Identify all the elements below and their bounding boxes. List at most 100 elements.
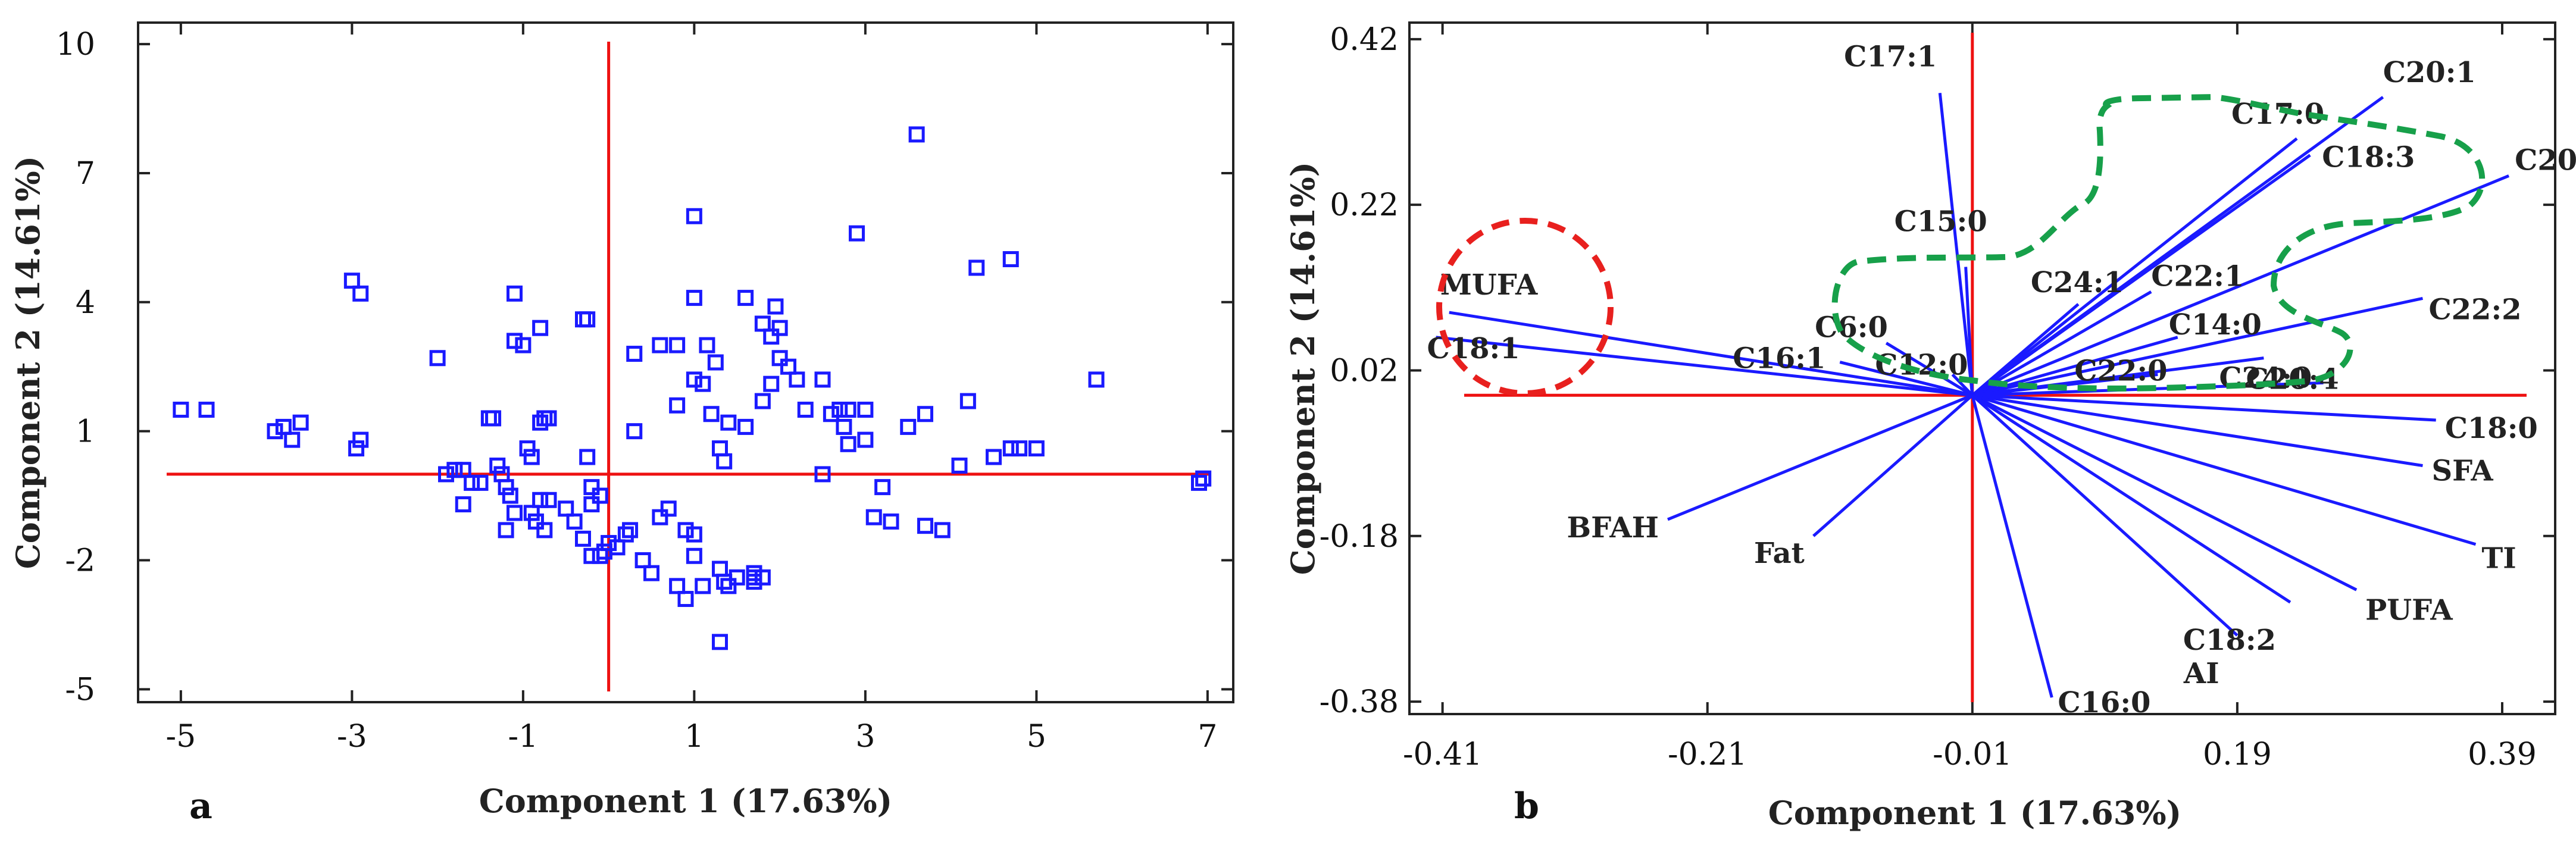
scatter-point <box>677 522 694 539</box>
scatter-point <box>583 547 600 564</box>
scatter-point <box>763 328 780 345</box>
scatter-point <box>579 311 596 328</box>
scatter-point <box>669 337 686 353</box>
vector-label: C17:1 <box>1844 40 1937 73</box>
vector-label: Fat <box>1754 537 1805 570</box>
scatter-point <box>865 509 882 525</box>
scatter-point <box>455 496 471 513</box>
vector-label: C22:1 <box>2151 259 2244 293</box>
scatter-point <box>540 492 557 508</box>
scatter-point <box>968 259 985 276</box>
loading-vector <box>1436 336 1973 397</box>
scatter-point <box>498 479 514 496</box>
scatter-point <box>617 526 634 543</box>
scatter-point <box>652 337 668 353</box>
scatter-point <box>579 449 596 465</box>
scatter-point <box>472 474 489 491</box>
scatter-point <box>1195 470 1212 487</box>
loading-vector <box>1971 393 2358 591</box>
x-tick-label-b: -0.21 <box>1668 737 1747 772</box>
scatter-point <box>267 423 283 440</box>
loading-vector <box>1971 395 2053 698</box>
scatter-point <box>707 354 724 371</box>
scatter-point <box>527 513 544 530</box>
scatter-point <box>634 552 651 568</box>
vector-label: MUFA <box>1440 268 1538 302</box>
y-tick-label-b: 0.02 <box>1330 353 1399 389</box>
loading-vector <box>1885 342 1974 397</box>
scatter-point <box>429 350 446 367</box>
y-tick-label-b: 0.22 <box>1330 187 1399 223</box>
vector-label: C18:1 <box>1427 332 1520 365</box>
x-axis-title-a: Component 1 (17.63%) <box>479 782 892 820</box>
scatter-point <box>601 535 617 552</box>
vector-label: C18:0 <box>2445 412 2538 445</box>
loading-vector <box>1971 154 2311 397</box>
plot-frame-a <box>137 21 1234 703</box>
x-axis-title-b: Component 1 (17.63%) <box>1768 794 2181 832</box>
scatter-point <box>959 393 976 409</box>
x-tick-label-b: -0.01 <box>1933 737 2012 772</box>
scatter-point <box>669 578 686 594</box>
scatter-point <box>849 225 865 242</box>
plot-frame-b <box>1408 21 2556 715</box>
vector-label: PUFA <box>2365 593 2453 627</box>
x-tick-labels-b: -0.41 -0.21 -0.01 0.19 0.39 <box>1403 737 2537 772</box>
loading-vector <box>1971 137 2298 397</box>
vector-label: C16:1 <box>1733 342 1825 375</box>
scatter-point <box>275 418 292 435</box>
tick-marks-b <box>1409 23 2555 714</box>
x-tick-labels-a: -5 -3 -1 1 3 5 7 <box>166 719 1218 755</box>
loading-vector <box>1938 93 1974 396</box>
loading-vector <box>1971 394 2291 604</box>
scatter-point <box>489 457 506 474</box>
scatter-point <box>737 418 754 435</box>
scatter-point <box>951 457 968 474</box>
scatter-point <box>677 591 694 608</box>
scatter-point <box>986 449 1002 465</box>
scatter-point <box>523 505 540 521</box>
scatter-point <box>523 449 540 465</box>
scatter-point <box>583 479 600 496</box>
scatter-point <box>609 539 626 556</box>
scatter-point <box>831 402 848 418</box>
vector-label: C17:0 <box>2231 98 2324 131</box>
scatter-point <box>566 513 583 530</box>
scatter-point <box>540 410 557 427</box>
scatter-point <box>438 466 454 483</box>
scatter-point <box>754 315 771 332</box>
scatter-point <box>771 320 788 336</box>
scatter-point <box>686 547 702 564</box>
loading-vector <box>1964 267 1974 396</box>
scatter-point <box>502 487 518 504</box>
scatter-point <box>754 569 771 586</box>
scatter-point <box>712 440 728 457</box>
scatter-point <box>622 522 639 539</box>
loading-vector <box>1971 394 2239 637</box>
scatter-point <box>575 311 591 328</box>
scatter-point <box>558 500 574 517</box>
loading-vector <box>1971 290 2152 397</box>
scatter-point <box>712 561 728 577</box>
scatter-point <box>836 418 852 435</box>
scatter-point <box>1011 440 1028 457</box>
scatter-point <box>507 285 523 302</box>
scatter-point <box>284 431 301 448</box>
scatter-panel-a: -5 -3 -1 1 3 5 7 -5 -2 1 4 7 10 Component 1 (17.63%… <box>9 21 1234 827</box>
vector-label: C18:3 <box>2322 141 2415 174</box>
scatter-point <box>536 522 553 539</box>
y-tick-label-a: 10 <box>56 27 95 62</box>
scatter-point <box>626 346 643 362</box>
x-tick-label-b: 0.39 <box>2468 737 2537 772</box>
y-axis-title-a: Component 2 (14.61%) <box>9 156 47 569</box>
vector-label: C20:0 <box>2515 143 2576 177</box>
scatter-point <box>515 337 532 353</box>
scatter-point <box>686 208 702 224</box>
scatter-point <box>840 402 856 418</box>
vector-label: C18:2 <box>2183 624 2276 657</box>
vector-label: C14:0 <box>2169 308 2262 342</box>
scatter-point <box>198 402 215 418</box>
red-dashed-circle-highlight <box>1436 218 1614 396</box>
y-tick-labels-b: -0.38 -0.18 0.02 0.22 0.42 <box>1320 22 1399 720</box>
panel-label-a: a <box>189 785 212 827</box>
